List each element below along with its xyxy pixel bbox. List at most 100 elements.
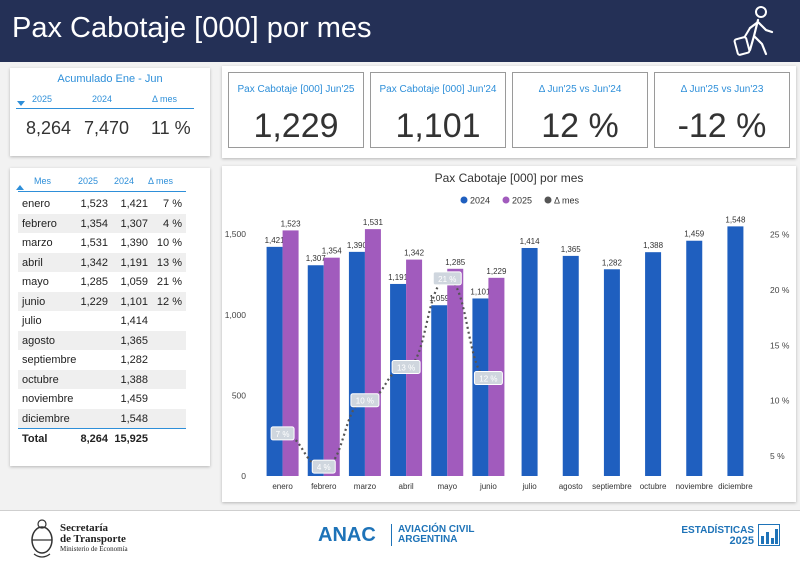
row-2025: 1,285 [80,276,108,288]
row-month: septiembre [22,354,77,366]
secretaria-line1: Secretaría [60,522,109,534]
bar-2024-septiembre [603,269,620,476]
acumulado-divider [16,108,194,109]
delta-label: 21 % [438,275,456,284]
chart-title: Pax Cabotaje [000] por mes [435,171,584,185]
footer: Secretaría de Transporte Ministerio de E… [0,510,800,565]
row-month: marzo [22,237,53,249]
row-month: diciembre [22,412,70,425]
row-delta: 7 % [163,198,182,210]
table-header-2024: 2024 [114,176,135,186]
x-tick-label: abril [399,482,414,491]
bar-2024-febrero [307,265,324,476]
bar-2024-noviembre [686,240,703,476]
row-2024: 1,307 [120,217,148,230]
y2-tick-label: 25 % [770,230,790,240]
table-row: junio 1,229 1,101 12 % [18,291,186,311]
y-tick-label: 1,500 [225,229,247,239]
kpi-pax-jun25: Pax Cabotaje [000] Jun'25 1,229 [228,72,364,148]
data-label-2025: 1,523 [281,219,302,228]
data-label-2024: 1,365 [561,245,582,254]
row-2025: 1,531 [80,237,108,249]
row-2024: 1,388 [120,373,148,386]
kpi-delta-jun24: Δ Jun'25 vs Jun'24 12 % [512,72,648,148]
table-row: diciembre 1,548 [18,408,186,428]
anac-logo: ANAC [318,524,376,546]
data-label-2024: 1,388 [643,241,664,250]
row-month: noviembre [22,393,74,405]
delta-label-box [473,371,503,386]
table-row: noviembre 1,459 [18,389,186,409]
delta-label-box [391,359,421,374]
bar-2024-octubre [645,252,662,476]
acumulado-header-2025: 2025 [32,94,53,104]
x-tick-label: mayo [437,482,457,491]
estadisticas-year: 2025 [729,535,754,547]
row-2024: 1,365 [120,334,148,347]
kpi-pax-jun24: Pax Cabotaje [000] Jun'24 1,101 [370,72,506,148]
bar-2024-junio [472,298,489,476]
data-label-2025: 1,354 [322,247,343,256]
bar-2024-agosto [562,255,579,476]
table-row: julio 1,414 [18,311,186,331]
row-2024: 1,390 [120,237,148,249]
table-total-row: Total 8,264 15,925 [18,429,186,449]
delta-label: 13 % [397,363,415,372]
x-tick-label: octubre [640,482,667,491]
data-label-2024: 1,390 [347,241,368,250]
x-tick-label: agosto [559,482,584,491]
legend-label-0: 2024 [470,196,490,206]
row-month: octubre [22,373,59,386]
bar-2025-enero [282,230,299,476]
x-tick-label: noviembre [676,482,714,491]
row-2025: 1,342 [80,256,108,269]
table-row: septiembre 1,282 [18,350,186,370]
data-label-2024: 1,548 [725,215,746,224]
data-label-2025: 1,531 [363,218,384,227]
bar-2024-abril [390,283,407,476]
sort-asc-icon[interactable] [16,185,24,190]
y2-tick-label: 10 % [770,396,790,406]
data-label-2024: 1,101 [470,287,491,296]
table-row: mayo 1,285 1,059 21 % [18,272,186,292]
kpi-label: Δ Jun'25 vs Jun'24 [538,84,622,95]
bar-line-chart: Pax Cabotaje [000] por mes 2024 2025 Δ mes 0… [225,171,790,491]
row-2024: 1,414 [120,315,148,327]
row-month: febrero [22,217,57,230]
row-2025: 1,354 [80,217,108,230]
row-2025: 1,229 [80,295,108,308]
acumulado-value-2024: 7,470 [84,118,130,138]
bar-2024-diciembre [727,226,744,476]
legend-marker-1 [502,196,510,204]
chart-card: Pax Cabotaje [000] por mes 2024 2025 Δ mes 0… [222,166,796,502]
table-row: marzo 1,531 1,390 10 % [18,233,186,253]
data-label-2024: 1,459 [684,230,705,239]
acumulado-value-delta: 11 % [151,118,191,138]
x-tick-label: enero [272,482,293,491]
acumulado-title: Acumulado Ene - Jun [57,73,163,85]
acumulado-card: Acumulado Ene - Jun 2025 2024 Δ mes 8,26… [10,68,210,156]
kpi-value: 1,101 [395,107,481,145]
table-header-divider [18,191,186,192]
secretaria-line2: de Transporte [60,533,126,545]
total-2024: 15,925 [114,433,148,445]
x-tick-label: febrero [311,482,337,491]
data-label-2024: 1,282 [602,258,623,267]
bar-2025-marzo [364,229,381,476]
aviacion-line1: AVIACIÓN CIVIL [398,524,475,535]
total-2025: 8,264 [80,433,108,445]
table-row: febrero 1,354 1,307 4 % [18,213,186,233]
bar-2024-enero [266,246,283,476]
x-tick-label: septiembre [592,482,632,491]
kpi-value: 1,229 [253,107,339,145]
sort-desc-icon[interactable] [17,101,25,106]
y2-tick-label: 15 % [770,340,790,350]
page-title: Pax Cabotaje [000] por mes [12,12,372,44]
y-tick-label: 1,000 [225,310,247,320]
row-month: agosto [22,334,56,347]
row-2024: 1,191 [120,256,148,269]
data-label-2024: 1,421 [265,236,286,245]
aviacion-line2: ARGENTINA [398,534,458,545]
table-total-divider [18,428,186,429]
legend-label-2: Δ mes [554,196,580,206]
